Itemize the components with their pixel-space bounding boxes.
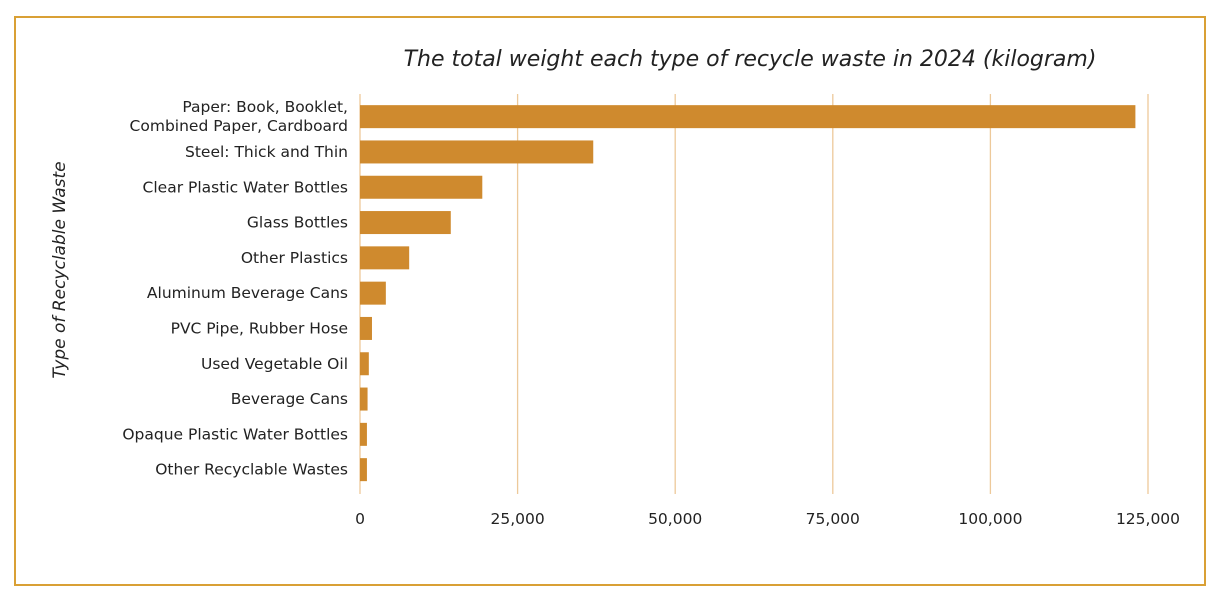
category-label-6: PVC Pipe, Rubber Hose: [171, 319, 348, 337]
category-label-line: Steel: Thick and Thin: [185, 143, 348, 161]
category-label-10: Other Recyclable Wastes: [155, 461, 348, 479]
category-label-line: Beverage Cans: [231, 390, 348, 408]
chart-title: The total weight each type of recycle wa…: [404, 47, 1097, 72]
bar-5: [360, 281, 386, 305]
x-tick-label-4: 100,000: [958, 510, 1022, 528]
bar-9: [360, 422, 367, 446]
bar-3: [360, 211, 451, 235]
category-label-8: Beverage Cans: [231, 390, 348, 408]
category-label-line: Glass Bottles: [247, 214, 348, 232]
category-label-5: Aluminum Beverage Cans: [147, 284, 348, 302]
bar-0: [360, 105, 1136, 129]
category-label-line: Combined Paper, Cardboard: [130, 117, 348, 135]
x-tick-labels: 0 25,000 50,000 75,000 100,000 125,000: [355, 510, 1180, 528]
category-label-line: Used Vegetable Oil: [201, 355, 348, 373]
category-label-line: PVC Pipe, Rubber Hose: [171, 319, 348, 337]
category-label-4: Other Plastics: [241, 249, 348, 267]
category-label-line: Aluminum Beverage Cans: [147, 284, 348, 302]
bar-8: [360, 387, 368, 411]
x-tick-label-0: 0: [355, 510, 365, 528]
x-tick-label-3: 75,000: [806, 510, 860, 528]
bar-2: [360, 175, 483, 199]
category-label-9: Opaque Plastic Water Bottles: [122, 425, 348, 443]
y-axis-label: Type of Recyclable Waste: [50, 161, 70, 378]
category-label-line: Paper: Book, Booklet,: [182, 98, 348, 116]
bar-1: [360, 140, 594, 164]
bar-4: [360, 246, 410, 270]
category-label-line: Opaque Plastic Water Bottles: [122, 425, 348, 443]
x-tick-label-1: 25,000: [490, 510, 544, 528]
bar-6: [360, 316, 372, 340]
bar-7: [360, 352, 369, 376]
category-label-line: Other Recyclable Wastes: [155, 461, 348, 479]
x-tick-label-5: 125,000: [1116, 510, 1180, 528]
category-label-0: Paper: Book, Booklet, Combined Paper, Car…: [130, 98, 348, 135]
category-label-line: Clear Plastic Water Bottles: [143, 178, 348, 196]
category-labels: Paper: Book, Booklet, Combined Paper, Car…: [122, 98, 348, 479]
category-label-3: Glass Bottles: [247, 214, 348, 232]
x-tick-label-2: 50,000: [648, 510, 702, 528]
category-label-line: Other Plastics: [241, 249, 348, 267]
category-label-2: Clear Plastic Water Bottles: [143, 178, 348, 196]
bars: [360, 105, 1136, 482]
category-label-1: Steel: Thick and Thin: [185, 143, 348, 161]
category-label-7: Used Vegetable Oil: [201, 355, 348, 373]
bar-10: [360, 458, 367, 482]
